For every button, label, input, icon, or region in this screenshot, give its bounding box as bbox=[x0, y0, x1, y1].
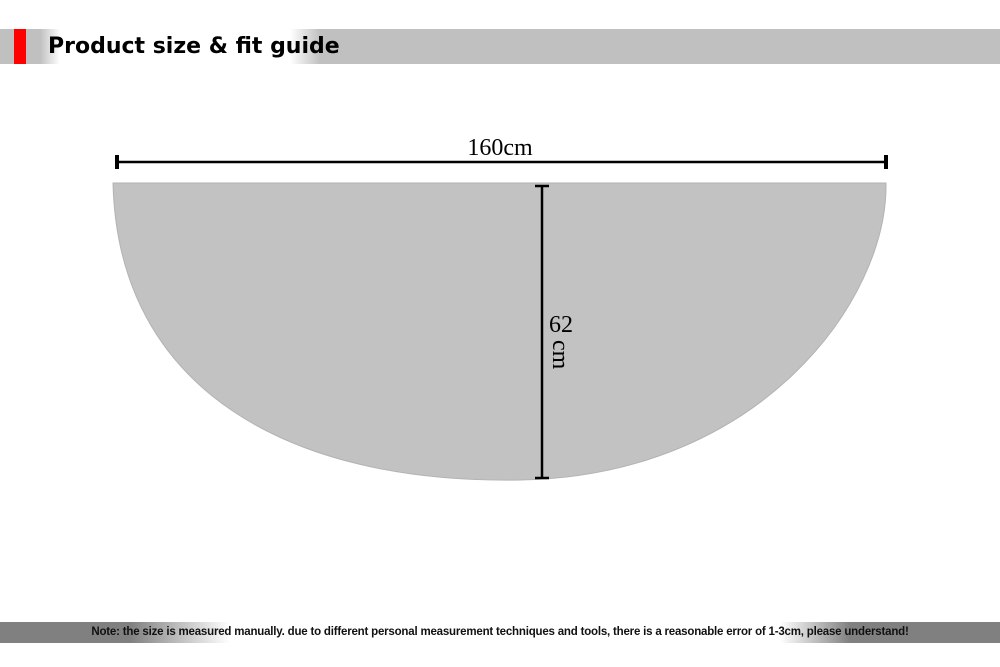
header-accent-marker bbox=[14, 29, 26, 64]
measurement-note: Note: the size is measured manually. due… bbox=[91, 626, 909, 638]
width-dimension-line bbox=[115, 155, 888, 169]
height-label-value: 62 bbox=[549, 312, 573, 338]
page-title: Product size & fit guide bbox=[48, 34, 340, 59]
footer-bar bbox=[0, 622, 1000, 643]
height-label-unit: cm bbox=[547, 340, 573, 370]
width-label: 160cm bbox=[467, 135, 533, 161]
height-dimension-line bbox=[535, 184, 549, 480]
header-bar bbox=[0, 29, 1000, 64]
product-shape bbox=[112, 182, 887, 481]
